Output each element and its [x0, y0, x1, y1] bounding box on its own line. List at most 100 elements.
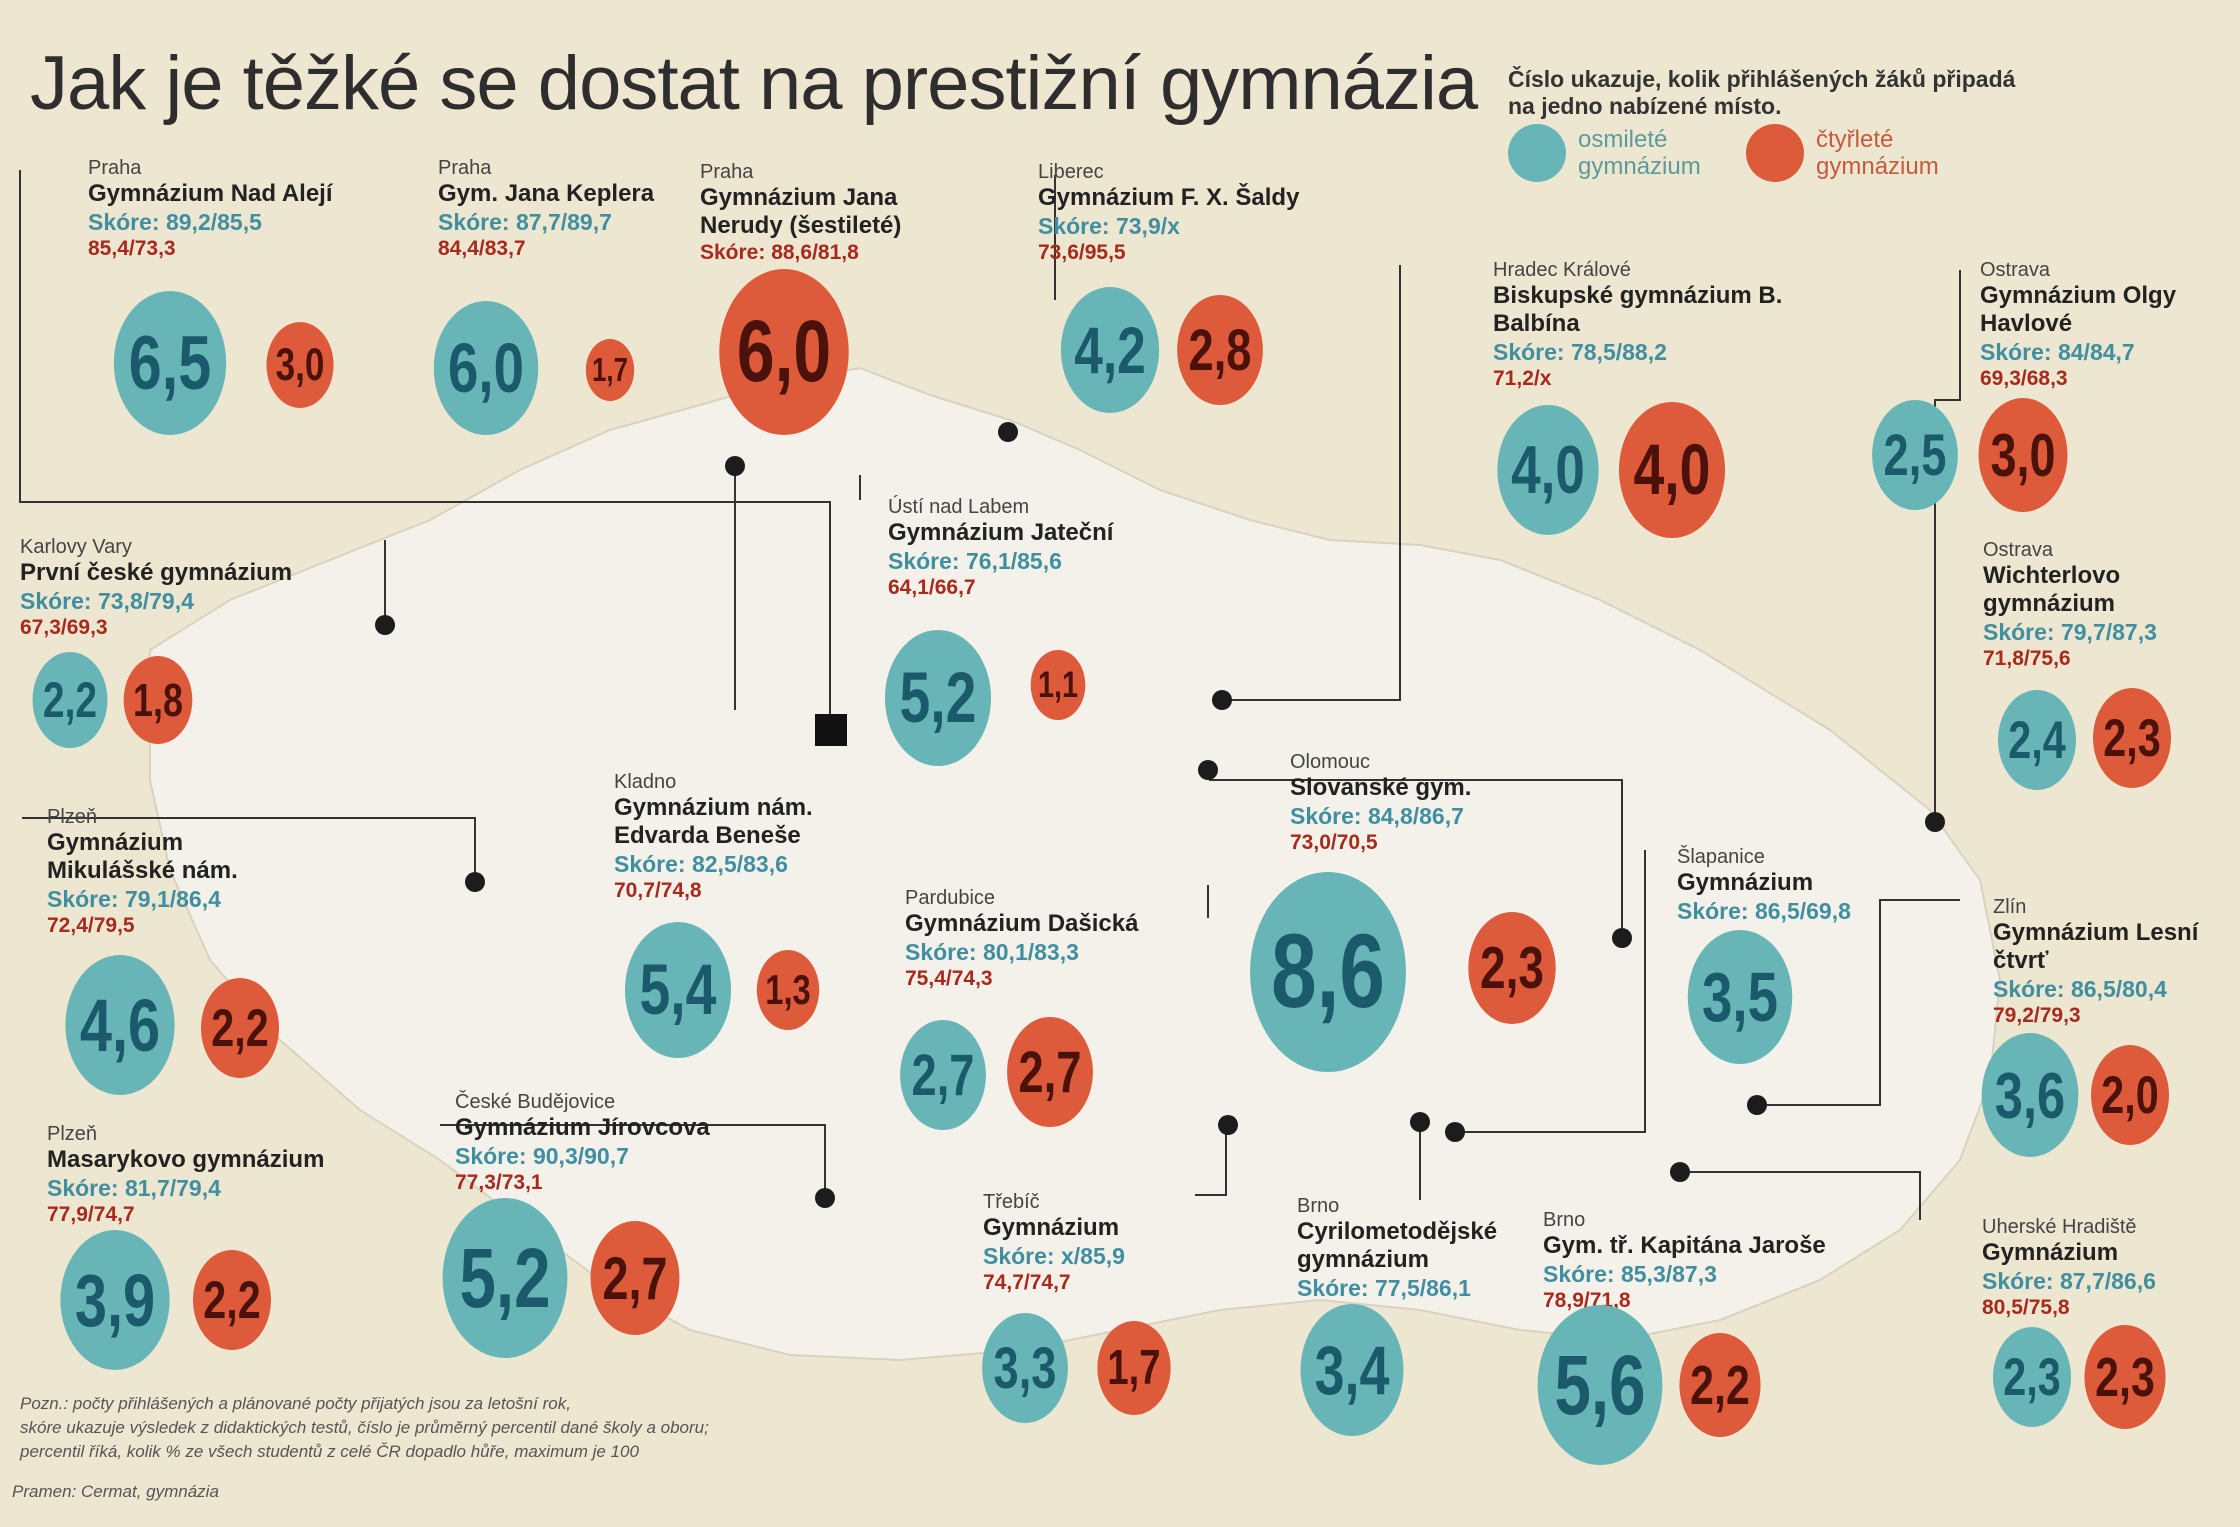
city: Hradec Králové	[1493, 259, 1631, 281]
city: Ostrava	[1980, 259, 2051, 281]
school-block: Kladno Gymnázium nám. Edvarda Beneše Skóre…	[614, 770, 914, 904]
location-dots	[375, 422, 1945, 1208]
ratio-bubble-eight-year: 4,6	[65, 955, 175, 1095]
school-block: Plzeň Gymnázium Mikulášské nám. Skóre: 79,…	[47, 805, 307, 939]
school-name: Gymnázium Nad Alejí	[88, 180, 333, 207]
school-block: Plzeň Masarykovo gymnázium Skóre: 81,7/79,…	[47, 1122, 324, 1228]
score-four-year: 73,0/70,5	[1290, 831, 1378, 854]
ratio-bubble-four-year: 2,3	[2093, 688, 2171, 788]
ratio-bubble-eight-year: 2,5	[1872, 400, 1958, 510]
school-name: Gymnázium Jana Nerudy (šestileté)	[700, 184, 902, 239]
score-four-year: 72,4/79,5	[47, 914, 135, 937]
score-four-year: 77,9/74,7	[47, 1203, 135, 1226]
ratio-bubble-four-year: 1,1	[1030, 650, 1086, 720]
location-dot	[1747, 1095, 1767, 1115]
score-eight-year: Skóre: 87,7/89,7	[438, 209, 612, 235]
school-name: Biskupské gymnázium B. Balbína	[1493, 282, 1783, 337]
score-four-year: 64,1/66,7	[888, 576, 976, 599]
ratio-bubble-eight-year: 4,0	[1497, 405, 1599, 535]
school-name: Gymnázium	[1677, 869, 1814, 896]
legend-description: Číslo ukazuje, kolik přihlášených žáků p…	[1508, 66, 2016, 119]
score-four-year: 73,6/95,5	[1038, 241, 1126, 264]
legend-eight-year: osmileté gymnázium	[1508, 124, 1728, 182]
school-name: Gymnázium Lesní čtvrť	[1993, 919, 2199, 974]
school-block: Zlín Gymnázium Lesní čtvrť Skóre: 86,5/80,…	[1993, 895, 2203, 1029]
footnote-line: percentil říká, kolik % ze všech student…	[20, 1442, 639, 1461]
location-dot	[815, 1188, 835, 1208]
school-name: Masarykovo gymnázium	[47, 1146, 325, 1173]
school-name: Gymnázium	[1982, 1239, 2119, 1266]
ratio-bubble-four-year: 3,0	[1978, 398, 2068, 512]
score-eight-year: Skóre: 86,5/80,4	[1993, 976, 2167, 1002]
school-block: Praha Gymnázium Nad Alejí Skóre: 89,2/85,5…	[88, 156, 333, 262]
city: Uherské Hradiště	[1982, 1216, 2137, 1238]
location-dot	[725, 456, 745, 476]
score-eight-year: Skóre: 80,1/83,3	[905, 939, 1079, 965]
location-dot	[1445, 1122, 1465, 1142]
connector-line	[440, 1124, 826, 1198]
score-eight-year: Skóre: 84/84,7	[1980, 339, 2135, 365]
location-dot	[998, 422, 1018, 442]
city: Šlapanice	[1677, 846, 1765, 868]
score-four-year: 70,7/74,8	[614, 879, 702, 902]
school-name: Gymnázium	[983, 1214, 1120, 1241]
city: Karlovy Vary	[20, 536, 132, 558]
ratio-bubble-four-year: 2,8	[1177, 295, 1263, 405]
score-four-year: 79,2/79,3	[1993, 1004, 2081, 1027]
connector-line	[1690, 1171, 1921, 1220]
school-name: Gym. tř. Kapitána Jaroše	[1543, 1232, 1826, 1259]
city: Ústí nad Labem	[888, 496, 1030, 518]
connector-line	[1934, 270, 1961, 822]
school-name: Gym. Jana Keplera	[438, 180, 655, 207]
city: Brno	[1297, 1195, 1340, 1217]
school-name: První české gymnázium	[20, 559, 293, 586]
school-block: Šlapanice Gymnázium Skóre: 86,5/69,8	[1677, 845, 1851, 925]
school-block: České Budějovice Gymnázium Jírovcova Skóre…	[455, 1090, 710, 1196]
ratio-bubble-four-year: 2,3	[2084, 1325, 2166, 1429]
score-four-year: 77,3/73,1	[455, 1171, 543, 1194]
ratio-bubble-four-year: 2,7	[590, 1221, 680, 1335]
school-name: Wichterlovo gymnázium	[1983, 562, 2121, 617]
ratio-bubble-eight-year: 3,6	[1981, 1033, 2079, 1157]
ratio-bubble-four-year: 3,0	[266, 322, 334, 408]
location-dot	[1925, 812, 1945, 832]
school-block: Hradec Králové Biskupské gymnázium B. Bal…	[1493, 258, 1793, 392]
location-dot	[1218, 1115, 1238, 1135]
ratio-bubble-four-year: 1,7	[1097, 1321, 1171, 1415]
page-title: Jak je těžké se dostat na prestižní gymn…	[30, 41, 1478, 126]
score-eight-year: Skóre: 82,5/83,6	[614, 851, 788, 877]
city: Praha	[88, 157, 142, 179]
score-eight-year: Skóre: 76,1/85,6	[888, 548, 1062, 574]
score-four-year: 74,7/74,7	[983, 1271, 1071, 1294]
score-eight-year: Skóre: 78,5/88,2	[1493, 339, 1667, 365]
connector-line	[1757, 899, 1960, 1106]
city: Praha	[700, 161, 754, 183]
location-dot	[1670, 1162, 1690, 1182]
city: České Budějovice	[455, 1091, 616, 1113]
legend-four-year-label: čtyřleté gymnázium	[1816, 126, 1939, 180]
ratio-bubble-eight-year: 6,5	[113, 291, 227, 435]
school-block: Pardubice Gymnázium Dašická Skóre: 80,1/83…	[905, 886, 1138, 992]
ratio-bubble-eight-year: 2,3	[1993, 1327, 2071, 1427]
score-four-year: 71,8/75,6	[1983, 647, 2071, 670]
ratio-bubble-eight-year: 5,2	[884, 630, 992, 766]
connector-line	[19, 170, 831, 730]
city: Pardubice	[905, 887, 996, 909]
ratio-bubble-four-year: 1,8	[123, 656, 193, 744]
school-name: Gymnázium Mikulášské nám.	[47, 829, 238, 884]
score-eight-year: Skóre: 79,7/87,3	[1983, 619, 2157, 645]
score-four-year: Skóre: 88,6/81,8	[700, 241, 859, 264]
score-four-year: 85,4/73,3	[88, 237, 176, 260]
location-dot	[375, 615, 395, 635]
location-dot	[1198, 760, 1218, 780]
ratio-bubble-four-year: 1,7	[585, 339, 635, 401]
school-block: Ostrava Wichterlovo gymnázium Skóre: 79,7/…	[1983, 538, 2193, 672]
ratio-bubble-eight-year: 3,3	[982, 1313, 1068, 1423]
score-eight-year: Skóre: 85,3/87,3	[1543, 1261, 1717, 1287]
ratio-bubble-eight-year: 3,9	[60, 1230, 170, 1370]
school-block: Ostrava Gymnázium Olgy Havlové Skóre: 84/8…	[1980, 258, 2190, 392]
ratio-bubble-eight-year: 2,2	[32, 652, 108, 748]
legend-four-year: čtyřleté gymnázium	[1746, 124, 1966, 182]
